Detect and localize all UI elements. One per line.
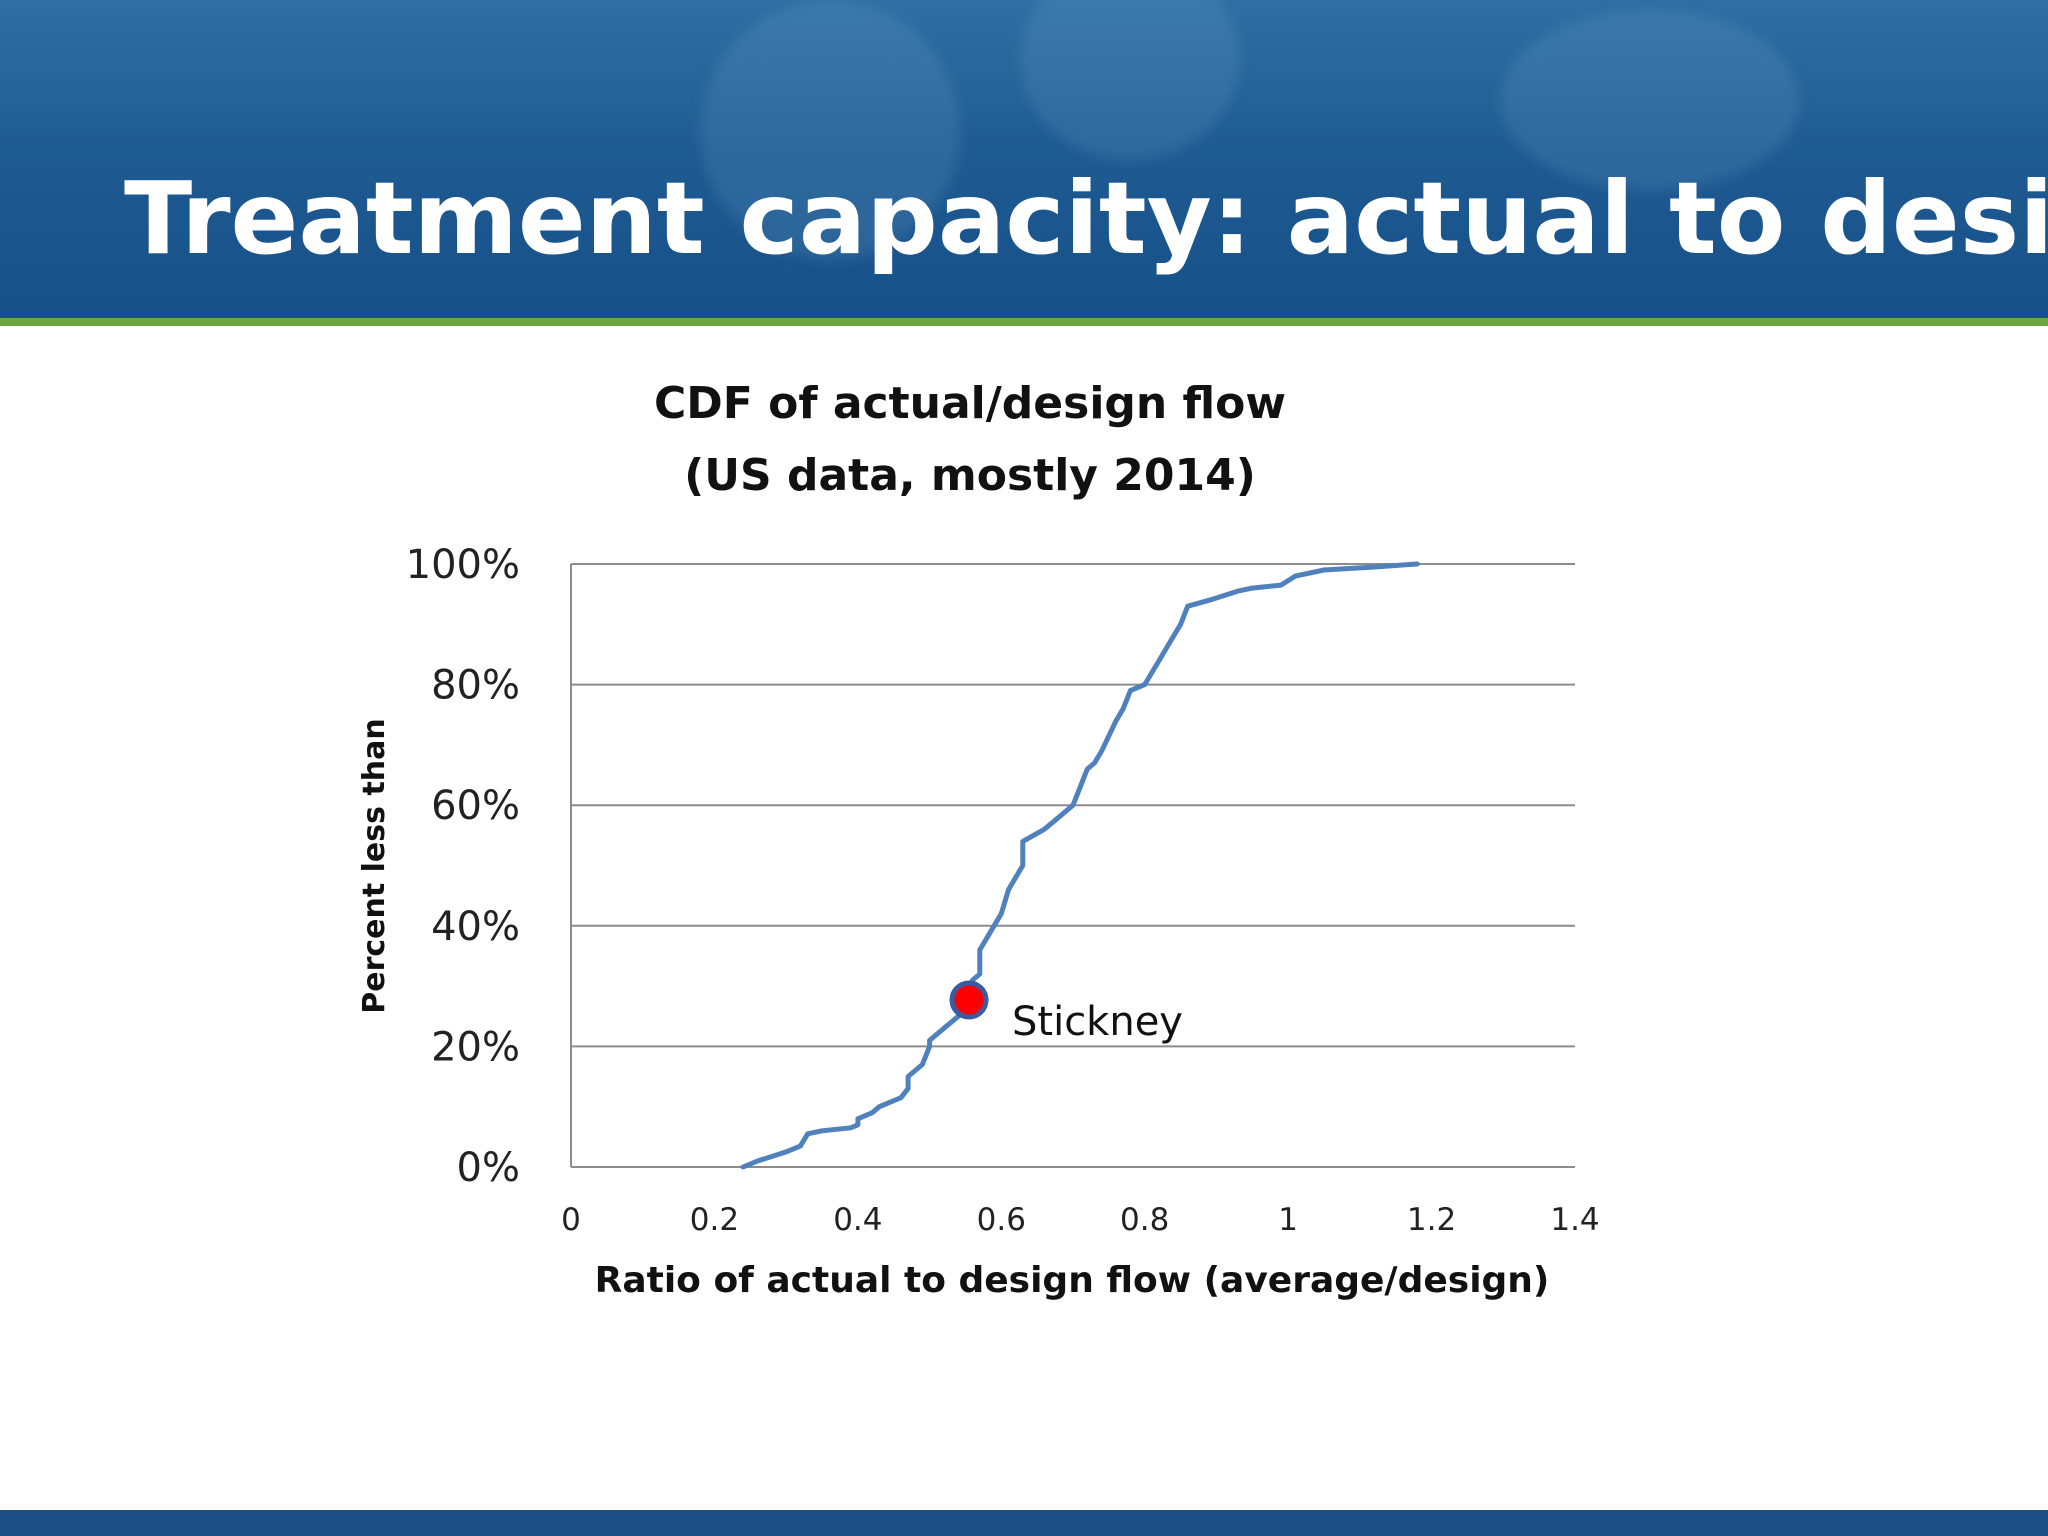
y-tick-label: 0% [457,1145,520,1191]
header-background-figure [1020,0,1240,160]
slide-header: Treatment capacity: actual to design [0,0,2048,318]
x-tick-label: 0.8 [1120,1202,1169,1238]
x-tick-label: 0.4 [833,1202,882,1238]
cdf-series [740,561,1420,1170]
y-tick-label: 40% [431,904,520,950]
chart-title-line-1: CDF of actual/design flow [654,378,1286,429]
annotations: Stickney [949,980,1183,1045]
y-tick-label: 20% [431,1024,520,1070]
chart-title-line-2: (US data, mostly 2014) [684,450,1256,501]
chart-title: CDF of actual/design flow (US data, most… [654,378,1286,501]
x-tick-label: 0.6 [977,1202,1026,1238]
header-background-figure [1500,10,1800,190]
slide-title: Treatment capacity: actual to design [124,160,2048,277]
stickney-marker [949,980,989,1020]
stickney-label: Stickney [1012,999,1183,1045]
gridlines [570,563,1575,1168]
y-tick-label: 100% [406,542,520,588]
y-tick-labels: 0% 20% 40% 60% 80% 100% [406,542,520,1191]
y-tick-label: 80% [431,663,520,709]
y-tick-label: 60% [431,783,520,829]
header-divider [0,318,2048,326]
cdf-series-line [740,561,1420,1170]
x-tick-label: 0 [561,1202,581,1238]
x-tick-label: 1.4 [1550,1202,1599,1238]
header-background-figure [700,0,960,260]
x-tick-label: 0.2 [690,1202,739,1238]
slide-footer [0,1510,2048,1536]
x-tick-labels: 0 0.2 0.4 0.6 0.8 1 1.2 1.4 [561,1202,1600,1238]
x-tick-label: 1.2 [1407,1202,1456,1238]
x-axis-label: Ratio of actual to design flow (average/… [595,1260,1550,1301]
y-axis-label: Percent less than [357,718,392,1014]
x-tick-label: 1 [1278,1202,1298,1238]
